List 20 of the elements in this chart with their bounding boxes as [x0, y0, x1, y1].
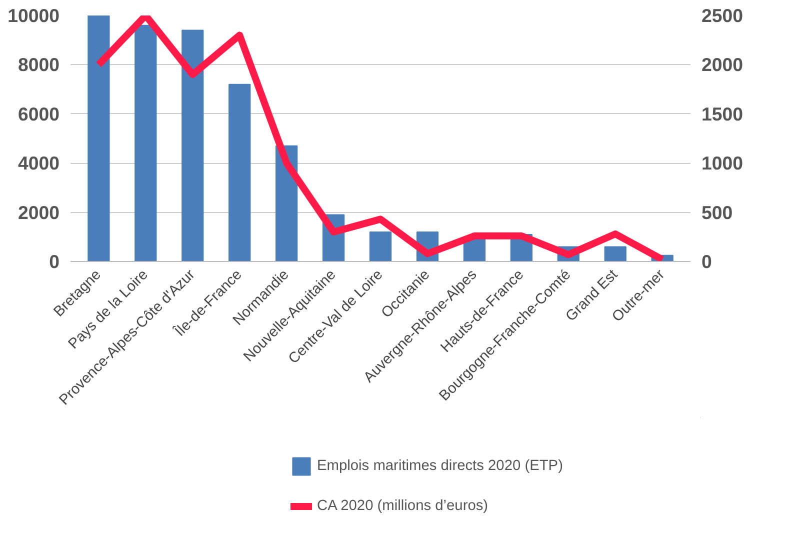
bar	[134, 24, 157, 262]
y2-tick-label: 500	[702, 202, 733, 223]
y2-tick-label: 2000	[702, 54, 744, 76]
bar	[369, 231, 392, 262]
y2-tick-label: 1000	[702, 152, 744, 174]
legend-label: CA 2020 (millions d’euros)	[317, 498, 488, 514]
y-tick-label: 10000	[8, 5, 60, 26]
y2-tick-label: 1500	[702, 103, 744, 124]
y-tick-label: 2000	[18, 202, 60, 223]
legend-label: Emplois maritimes directs 2020 (ETP)	[317, 458, 563, 474]
bar	[88, 16, 110, 262]
y2-tick-label: 0	[702, 251, 712, 272]
bar	[228, 84, 251, 262]
bar	[182, 30, 204, 262]
y-tick-label: 8000	[18, 54, 60, 76]
bar	[604, 246, 626, 262]
y-tick-label: 4000	[18, 152, 60, 174]
y2-tick-label: 2500	[702, 5, 744, 26]
y-tick-label: 0	[49, 251, 60, 272]
y-tick-label: 6000	[18, 103, 60, 124]
